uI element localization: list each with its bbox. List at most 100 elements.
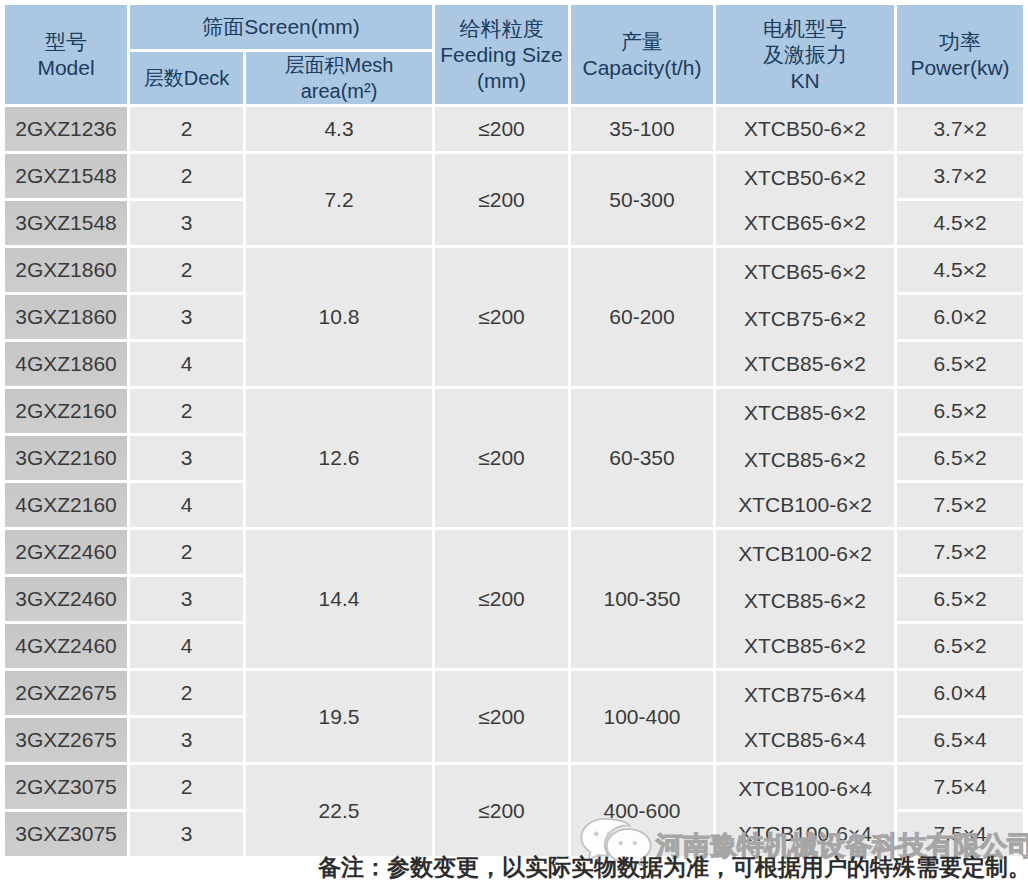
deck-cell: 4 <box>130 483 243 527</box>
motor-cell: XTCB85-6×2XTCB85-6×2XTCB100-6×2 <box>716 389 894 527</box>
header-deck: 层数Deck <box>130 52 243 104</box>
power-cell: 3.7×2 <box>897 107 1023 151</box>
power-cell: 4.5×2 <box>897 248 1023 292</box>
model-cell: 3GXZ2160 <box>5 436 127 480</box>
feeding-size-cell: ≤200 <box>435 154 568 245</box>
motor-value: XTCB85-6×2 <box>716 624 894 668</box>
motor-value: XTCB100-6×2 <box>716 530 894 577</box>
model-cell: 3GXZ1548 <box>5 201 127 245</box>
model-cell: 3GXZ3075 <box>5 812 127 856</box>
motor-value: XTCB85-6×2 <box>716 577 894 624</box>
table-row: 2GXZ2160212.6≤20060-350XTCB85-6×2XTCB85-… <box>5 389 1023 433</box>
power-cell: 6.5×2 <box>897 389 1023 433</box>
motor-value: XTCB100-6×4 <box>716 765 894 812</box>
header-feeding-en: Feeding Size <box>440 43 563 66</box>
spec-table-body: 2GXZ123624.3≤20035-100XTCB50-6×23.7×22GX… <box>5 107 1023 856</box>
model-cell: 2GXZ2160 <box>5 389 127 433</box>
motor-stack: XTCB50-6×2XTCB65-6×2 <box>716 154 894 245</box>
power-cell: 4.5×2 <box>897 201 1023 245</box>
mesh-area-cell: 10.8 <box>246 248 432 386</box>
model-cell: 3GXZ2460 <box>5 577 127 621</box>
motor-value: XTCB50-6×2 <box>716 107 894 151</box>
model-cell: 2GXZ2460 <box>5 530 127 574</box>
deck-cell: 3 <box>130 436 243 480</box>
motor-value: XTCB85-6×2 <box>716 389 894 436</box>
header-screen-group: 筛面Screen(mm) <box>130 5 432 49</box>
table-row: 2GXZ2460214.4≤200100-350XTCB100-6×2XTCB8… <box>5 530 1023 574</box>
capacity-cell: 35-100 <box>571 107 713 151</box>
motor-value: XTCB100-6×2 <box>716 483 894 527</box>
power-cell: 6.0×2 <box>897 295 1023 339</box>
model-cell: 2GXZ1860 <box>5 248 127 292</box>
deck-cell: 2 <box>130 107 243 151</box>
motor-value: XTCB85-6×4 <box>716 718 894 762</box>
feeding-size-cell: ≤200 <box>435 530 568 668</box>
motor-value: XTCB50-6×2 <box>716 154 894 201</box>
header-capacity-en: Capacity(t/h) <box>582 56 701 79</box>
motor-cell: XTCB100-6×4XTCB100-6×4 <box>716 765 894 856</box>
header-motor-zh1: 电机型号 <box>763 17 847 40</box>
deck-cell: 2 <box>130 671 243 715</box>
header-capacity: 产量 Capacity(t/h) <box>571 5 713 104</box>
remark-note: 备注：参数变更，以实际实物数据为准，可根据用户的特殊需要定制。 <box>318 852 1028 883</box>
header-capacity-zh: 产量 <box>621 30 663 53</box>
header-feeding-size: 给料粒度 Feeding Size (mm) <box>435 5 568 104</box>
motor-cell: XTCB50-6×2 <box>716 107 894 151</box>
deck-cell: 2 <box>130 248 243 292</box>
deck-cell: 2 <box>130 765 243 809</box>
capacity-cell: 100-350 <box>571 530 713 668</box>
model-cell: 4GXZ2160 <box>5 483 127 527</box>
feeding-size-cell: ≤200 <box>435 765 568 856</box>
motor-value: XTCB85-6×2 <box>716 436 894 483</box>
model-cell: 3GXZ2675 <box>5 718 127 762</box>
motor-value: XTCB65-6×2 <box>716 201 894 245</box>
deck-cell: 4 <box>130 342 243 386</box>
capacity-cell: 400-600 <box>571 765 713 856</box>
model-cell: 2GXZ1236 <box>5 107 127 151</box>
motor-stack: XTCB65-6×2XTCB75-6×2XTCB85-6×2 <box>716 248 894 386</box>
deck-cell: 3 <box>130 201 243 245</box>
power-cell: 7.5×4 <box>897 765 1023 809</box>
mesh-area-cell: 4.3 <box>246 107 432 151</box>
model-cell: 2GXZ2675 <box>5 671 127 715</box>
motor-value: XTCB85-6×2 <box>716 342 894 386</box>
model-cell: 4GXZ2460 <box>5 624 127 668</box>
model-cell: 2GXZ3075 <box>5 765 127 809</box>
motor-stack: XTCB85-6×2XTCB85-6×2XTCB100-6×2 <box>716 389 894 527</box>
power-cell: 6.5×2 <box>897 436 1023 480</box>
motor-value: XTCB75-6×4 <box>716 671 894 718</box>
motor-stack: XTCB100-6×2XTCB85-6×2XTCB85-6×2 <box>716 530 894 668</box>
mesh-area-cell: 22.5 <box>246 765 432 856</box>
power-cell: 6.5×2 <box>897 342 1023 386</box>
power-cell: 6.5×2 <box>897 577 1023 621</box>
motor-cell: XTCB100-6×2XTCB85-6×2XTCB85-6×2 <box>716 530 894 668</box>
header-feeding-unit: (mm) <box>477 69 526 92</box>
mesh-area-cell: 12.6 <box>246 389 432 527</box>
mesh-area-cell: 19.5 <box>246 671 432 762</box>
deck-cell: 2 <box>130 154 243 198</box>
header-feeding-zh: 给料粒度 <box>460 17 544 40</box>
motor-value: XTCB100-6×4 <box>716 812 894 856</box>
deck-cell: 3 <box>130 577 243 621</box>
header-model-en: Model <box>37 56 94 79</box>
capacity-cell: 60-200 <box>571 248 713 386</box>
motor-stack: XTCB75-6×4XTCB85-6×4 <box>716 671 894 762</box>
model-cell: 2GXZ1548 <box>5 154 127 198</box>
header-mesh-area: 层面积Mesh area(m²) <box>246 52 432 104</box>
power-cell: 6.5×4 <box>897 718 1023 762</box>
motor-cell: XTCB50-6×2XTCB65-6×2 <box>716 154 894 245</box>
table-row: 2GXZ2675219.5≤200100-400XTCB75-6×4XTCB85… <box>5 671 1023 715</box>
table-row: 2GXZ1860210.8≤20060-200XTCB65-6×2XTCB75-… <box>5 248 1023 292</box>
table-row: 2GXZ3075222.5≤200400-600XTCB100-6×4XTCB1… <box>5 765 1023 809</box>
power-cell: 3.7×2 <box>897 154 1023 198</box>
motor-stack: XTCB100-6×4XTCB100-6×4 <box>716 765 894 856</box>
header-motor: 电机型号 及激振力 KN <box>716 5 894 104</box>
deck-cell: 3 <box>130 812 243 856</box>
mesh-area-cell: 14.4 <box>246 530 432 668</box>
deck-cell: 3 <box>130 295 243 339</box>
motor-stack: XTCB50-6×2 <box>716 107 894 151</box>
motor-cell: XTCB65-6×2XTCB75-6×2XTCB85-6×2 <box>716 248 894 386</box>
feeding-size-cell: ≤200 <box>435 248 568 386</box>
feeding-size-cell: ≤200 <box>435 107 568 151</box>
deck-cell: 4 <box>130 624 243 668</box>
